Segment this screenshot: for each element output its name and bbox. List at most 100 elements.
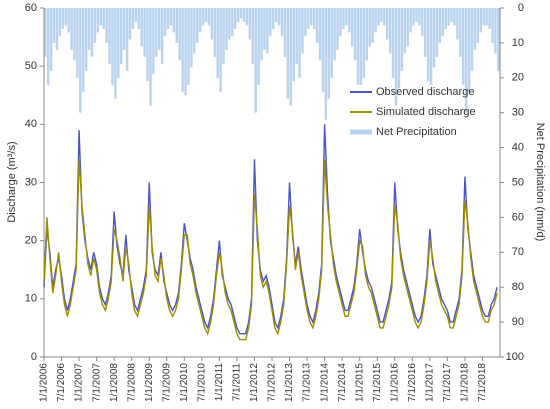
precip-bar (251, 8, 255, 64)
precip-bar (149, 8, 152, 106)
precip-bar (424, 8, 427, 57)
x-tick-label: 7/1/2018 (477, 363, 488, 402)
x-tick-label: 7/1/2012 (267, 363, 278, 402)
x-tick-label: 7/1/2007 (91, 363, 102, 402)
precip-bar (310, 8, 313, 26)
precip-bar (438, 8, 442, 43)
precip-bar (388, 8, 392, 54)
precip-bar (482, 8, 485, 26)
x-tick-label: 1/1/2006 (39, 363, 50, 402)
precip-bar (146, 8, 149, 82)
precip-bar (333, 8, 336, 61)
precip-bar (476, 8, 480, 43)
precip-bar (301, 8, 304, 54)
precip-bar (286, 8, 290, 99)
y-tick-label: 30 (25, 176, 37, 188)
y2-tick-label: 50 (512, 176, 524, 188)
precip-bar (456, 8, 459, 40)
precip-bar (412, 8, 415, 26)
precip-bar (125, 8, 129, 71)
precip-bar (324, 8, 328, 120)
precip-bar (380, 8, 383, 22)
precip-bar (76, 8, 79, 78)
precip-bar (248, 8, 252, 40)
y-axis-label: Discharge (m³/s) (6, 141, 18, 222)
x-tick-label: 1/1/2011 (214, 363, 225, 402)
y2-tick-label: 80 (512, 281, 524, 293)
precip-bar (459, 8, 462, 57)
precip-bar (274, 8, 278, 22)
precip-bar (82, 8, 85, 92)
precip-bar (353, 8, 357, 61)
precip-bar (277, 8, 281, 26)
precip-bar (257, 8, 260, 85)
precip-bar (175, 8, 179, 43)
precip-bar (307, 8, 310, 29)
precip-bar (184, 8, 187, 96)
precip-bar (169, 8, 173, 26)
x-tick-label: 7/1/2016 (407, 363, 418, 402)
x-tick-label: 7/1/2009 (161, 363, 172, 402)
precip-bar (242, 8, 246, 22)
precip-bar (359, 8, 363, 85)
precip-bar (356, 8, 360, 85)
precip-bar (117, 8, 120, 78)
precip-bar (485, 8, 488, 26)
x-tick-label: 1/1/2015 (354, 363, 365, 402)
precip-bar (137, 8, 141, 29)
precip-bar (464, 8, 468, 113)
precip-bar (488, 8, 491, 29)
precip-bar (210, 8, 214, 40)
precip-bar (409, 8, 412, 33)
precip-bar (421, 8, 424, 36)
precip-bar (44, 8, 47, 57)
precip-bar (342, 8, 345, 29)
discharge-line (43, 124, 498, 335)
precip-bar (236, 8, 240, 22)
precip-bar (198, 8, 202, 33)
precip-bar (228, 8, 231, 40)
precip-bar (391, 8, 395, 78)
precip-bar (280, 8, 284, 36)
legend-label: Simulated discharge (376, 106, 476, 118)
precip-bar (152, 8, 155, 75)
precip-bar (254, 8, 257, 113)
precip-bar (453, 8, 456, 26)
precip-bar (207, 8, 211, 26)
precip-bar (444, 8, 447, 29)
precip-bar (204, 8, 208, 22)
x-tick-label: 7/1/2015 (372, 363, 383, 402)
precip-bar (295, 8, 298, 64)
precip-bar (64, 8, 67, 26)
precip-bar (426, 8, 430, 82)
precip-bar (397, 8, 401, 89)
precip-bar (70, 8, 73, 50)
precip-bar (298, 8, 301, 78)
precip-bar (90, 8, 94, 57)
precip-bar (435, 8, 439, 57)
precip-bar (415, 8, 418, 22)
precip-bar (172, 8, 176, 33)
precip-bar (93, 8, 97, 43)
precip-bar (304, 8, 307, 36)
precip-bar (318, 8, 322, 61)
precip-bar (73, 8, 76, 61)
x-tick-label: 7/1/2013 (302, 363, 313, 402)
x-tick-label: 1/1/2010 (179, 363, 190, 402)
precip-bar (400, 8, 404, 71)
precip-bar (102, 8, 105, 29)
y2-axis-label: Net Precipitation (mm/d) (534, 123, 546, 242)
precip-bar (467, 8, 471, 92)
precip-bar (122, 8, 126, 50)
precip-bar (58, 8, 62, 36)
precip-bar (330, 8, 333, 78)
precip-bar (321, 8, 325, 92)
y2-tick-label: 60 (512, 211, 524, 223)
precip-bar (52, 8, 56, 43)
precip-bar (494, 8, 497, 54)
precip-bar (315, 8, 319, 43)
precip-bar (497, 8, 500, 71)
precip-bar (181, 8, 184, 92)
precip-bar (470, 8, 474, 71)
